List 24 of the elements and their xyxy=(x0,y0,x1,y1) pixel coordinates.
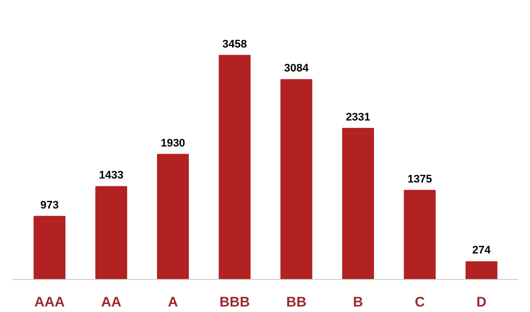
data-label: 3084 xyxy=(284,62,310,75)
bar xyxy=(95,186,128,280)
data-label: 973 xyxy=(40,199,59,212)
bar xyxy=(280,79,312,280)
x-tick-label: A xyxy=(168,294,178,310)
data-label: 1930 xyxy=(160,137,186,150)
x-tick-label: BB xyxy=(286,294,306,310)
x-tick-label: AA xyxy=(101,294,122,310)
data-label: 3458 xyxy=(222,38,247,50)
bar xyxy=(157,154,189,280)
x-tick-label: C xyxy=(414,294,425,310)
data-label: 1375 xyxy=(408,173,432,186)
data-label: 1433 xyxy=(98,170,124,182)
data-label: 274 xyxy=(472,244,492,257)
bar xyxy=(218,54,251,280)
x-tick-label: B xyxy=(353,294,364,310)
data-label: 2331 xyxy=(346,111,370,124)
bar xyxy=(466,261,498,280)
bar xyxy=(342,128,374,280)
x-tick-label: AAA xyxy=(34,294,65,310)
x-tick-label: BBB xyxy=(219,294,250,310)
x-tick-label: D xyxy=(476,294,487,310)
bar xyxy=(404,190,436,280)
bar xyxy=(34,216,66,280)
